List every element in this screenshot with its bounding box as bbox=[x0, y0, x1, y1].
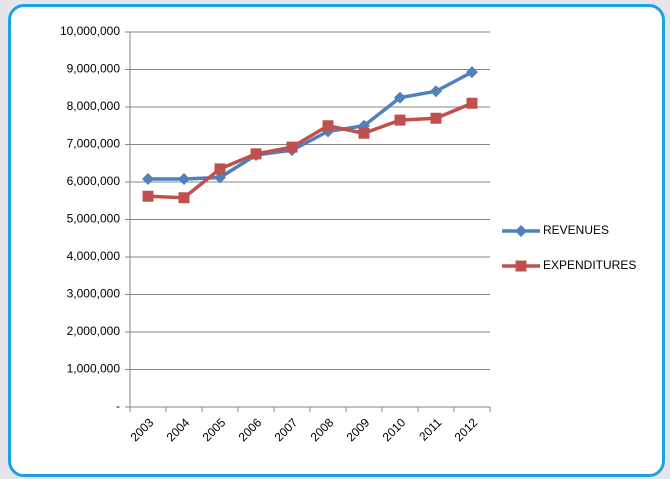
legend-label: REVENUES bbox=[543, 223, 609, 237]
data-point bbox=[322, 120, 334, 132]
y-tick-label: 7,000,000 bbox=[67, 137, 121, 151]
y-tick-label: 6,000,000 bbox=[67, 174, 121, 188]
data-point bbox=[142, 173, 154, 185]
data-point bbox=[466, 66, 478, 79]
data-point bbox=[358, 127, 370, 139]
y-tick-label: 4,000,000 bbox=[67, 249, 121, 263]
series-line bbox=[147, 101, 473, 200]
x-tick-label: 2006 bbox=[236, 415, 265, 444]
x-tick-label: 2009 bbox=[344, 415, 373, 444]
legend-marker bbox=[515, 260, 527, 272]
y-tick-label: 5,000,000 bbox=[67, 212, 121, 226]
y-tick-label: 3,000,000 bbox=[67, 287, 121, 301]
data-point bbox=[394, 91, 406, 104]
x-tick-label: 2012 bbox=[452, 415, 481, 444]
chart-panel bbox=[8, 4, 665, 477]
data-point bbox=[214, 171, 226, 184]
data-point bbox=[214, 163, 226, 175]
x-tick-label: 2008 bbox=[308, 415, 337, 444]
y-tick-label: 9,000,000 bbox=[67, 62, 121, 76]
series-line bbox=[148, 70, 473, 181]
y-tick-label: 8,000,000 bbox=[67, 99, 121, 113]
legend-label: EXPENDITURES bbox=[543, 258, 636, 272]
data-point bbox=[430, 112, 442, 124]
x-tick-label: 2010 bbox=[380, 415, 409, 444]
y-tick-label: 10,000,000 bbox=[60, 24, 120, 38]
data-point bbox=[178, 192, 190, 204]
data-point bbox=[466, 97, 478, 109]
x-tick-label: 2004 bbox=[164, 415, 193, 444]
data-point bbox=[142, 190, 154, 202]
x-tick-label: 2005 bbox=[200, 415, 229, 444]
x-tick-label: 2003 bbox=[128, 415, 157, 444]
x-tick-label: 2011 bbox=[416, 415, 444, 443]
legend-marker bbox=[515, 225, 527, 237]
data-point bbox=[394, 114, 406, 126]
data-point bbox=[430, 85, 442, 98]
y-tick-label: 2,000,000 bbox=[67, 324, 121, 338]
y-tick-label: - bbox=[116, 399, 120, 413]
y-tick-label: 1,000,000 bbox=[67, 362, 121, 376]
data-point bbox=[286, 141, 298, 153]
x-tick-label: 2007 bbox=[272, 415, 301, 444]
data-point bbox=[178, 173, 190, 185]
data-point bbox=[250, 148, 262, 160]
